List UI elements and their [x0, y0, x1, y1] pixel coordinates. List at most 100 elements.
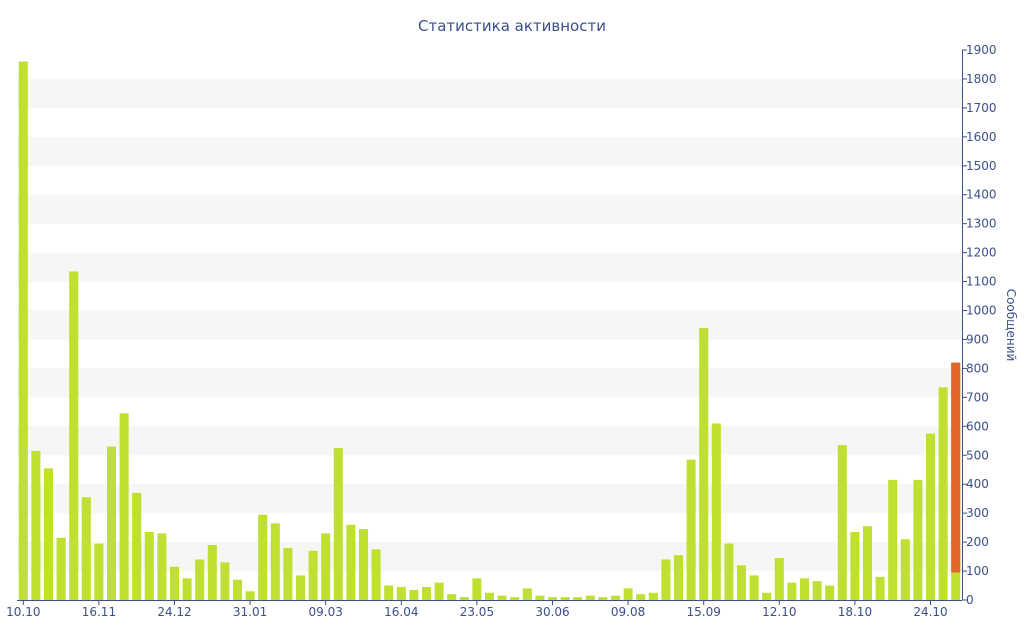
bar[interactable] — [497, 595, 507, 600]
bar[interactable] — [686, 459, 696, 600]
bar[interactable] — [295, 575, 306, 600]
bar[interactable] — [850, 531, 860, 600]
bar[interactable] — [799, 578, 810, 600]
bar[interactable] — [661, 559, 671, 600]
bar[interactable] — [598, 597, 608, 600]
bar[interactable] — [875, 576, 885, 600]
x-tick-label: 09.03 — [309, 605, 343, 619]
bar[interactable] — [434, 582, 444, 600]
grid-band — [17, 426, 962, 456]
bar[interactable] — [346, 524, 356, 600]
y-tick-label: 1500 — [966, 159, 997, 173]
bar[interactable] — [673, 555, 684, 600]
bar[interactable] — [270, 523, 280, 600]
bar-highlight[interactable] — [951, 362, 961, 573]
bar[interactable] — [812, 581, 822, 600]
bar[interactable] — [157, 533, 167, 600]
bar[interactable] — [938, 387, 948, 600]
bar[interactable] — [119, 413, 129, 600]
bar[interactable] — [585, 595, 595, 600]
bar[interactable] — [245, 591, 255, 600]
bar[interactable] — [560, 597, 570, 600]
grid-band — [17, 78, 962, 108]
y-tick-label: 400 — [966, 477, 989, 491]
bar[interactable] — [535, 595, 545, 600]
bar[interactable] — [510, 597, 520, 600]
bar[interactable] — [144, 531, 154, 600]
bar[interactable] — [913, 479, 923, 600]
bar[interactable] — [321, 533, 331, 600]
bar[interactable] — [825, 585, 835, 600]
bar[interactable] — [837, 445, 847, 600]
bar[interactable] — [106, 446, 117, 600]
x-tick-label: 24.12 — [157, 605, 191, 619]
x-tick-label: 31.01 — [233, 605, 267, 619]
bar[interactable] — [69, 271, 79, 600]
bar[interactable] — [333, 448, 343, 600]
bar[interactable] — [623, 588, 633, 600]
grid-bands — [17, 78, 962, 572]
grid-band — [17, 194, 962, 224]
bar[interactable] — [182, 578, 192, 600]
y-tick-label: 0 — [966, 593, 974, 607]
axes: 0 100 200 300 400 500 600 700 800 900 1000 1100 1200… — [6, 43, 996, 619]
y-tick-label: 1700 — [966, 101, 997, 115]
bar[interactable] — [43, 468, 54, 600]
x-tick-label: 10.10 — [6, 605, 40, 619]
bar[interactable] — [283, 547, 293, 600]
bar[interactable] — [749, 575, 759, 600]
bar[interactable] — [207, 545, 217, 600]
bar[interactable] — [547, 597, 558, 600]
bar[interactable] — [484, 592, 495, 600]
bar[interactable] — [862, 526, 873, 600]
bar[interactable] — [636, 594, 646, 600]
x-tick-label: 23.05 — [460, 605, 494, 619]
bar[interactable] — [384, 585, 394, 600]
bar[interactable] — [18, 61, 28, 600]
bar[interactable] — [774, 558, 784, 600]
bar[interactable] — [132, 492, 142, 600]
bar[interactable] — [56, 537, 66, 600]
bar[interactable] — [573, 597, 583, 600]
bar[interactable] — [258, 514, 268, 600]
bar[interactable] — [396, 586, 406, 600]
bar[interactable] — [358, 529, 369, 600]
bars — [18, 61, 961, 600]
bar[interactable] — [308, 550, 318, 600]
bar[interactable] — [925, 433, 936, 600]
grid-band — [17, 310, 962, 340]
bar[interactable] — [736, 565, 747, 600]
grid-band — [17, 252, 962, 282]
bar[interactable] — [409, 589, 419, 600]
bar[interactable] — [888, 479, 898, 600]
bar[interactable] — [195, 559, 205, 600]
bar[interactable] — [232, 579, 243, 600]
bar[interactable] — [900, 539, 910, 600]
bar[interactable] — [459, 597, 469, 600]
bar[interactable] — [421, 586, 432, 600]
grid-band — [17, 136, 962, 166]
bar[interactable] — [522, 588, 532, 600]
x-tick-label: 12.10 — [762, 605, 796, 619]
chart-title: Статистика активности — [418, 17, 606, 35]
y-tick-label: 1000 — [966, 304, 997, 318]
bar[interactable] — [711, 423, 721, 600]
bar[interactable] — [447, 594, 457, 600]
bar[interactable] — [472, 578, 482, 600]
bar[interactable] — [610, 595, 621, 600]
bar[interactable] — [762, 592, 772, 600]
bar[interactable] — [699, 327, 709, 600]
bar[interactable] — [94, 543, 104, 600]
y-tick-label: 800 — [966, 361, 989, 375]
bar[interactable] — [648, 592, 658, 600]
y-tick-label: 1800 — [966, 72, 997, 86]
y-tick-label: 500 — [966, 448, 989, 462]
x-tick-label: 24.10 — [913, 605, 947, 619]
bar[interactable] — [371, 549, 381, 600]
bar[interactable] — [724, 543, 734, 600]
bar[interactable] — [220, 562, 230, 600]
bar[interactable] — [81, 497, 91, 600]
bar[interactable] — [787, 582, 797, 600]
bar[interactable] — [169, 566, 180, 600]
bar[interactable] — [31, 450, 41, 600]
